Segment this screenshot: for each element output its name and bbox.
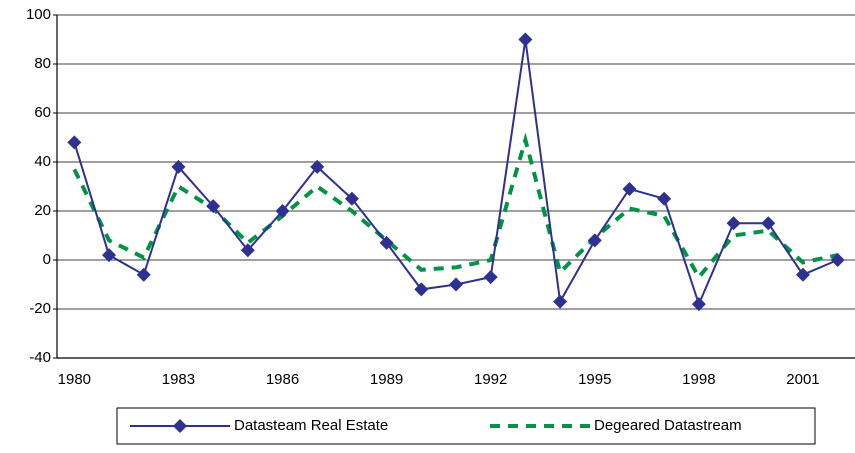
marker [102,248,117,263]
marker [830,253,845,267]
marker [449,277,463,292]
y-tick-label: 60 [34,104,51,121]
x-tick-label: 1980 [58,371,91,388]
marker [622,181,637,196]
x-tick-label: 1992 [474,371,507,388]
marker [240,243,255,258]
x-tick-label: 1989 [370,371,403,388]
y-tick-label: -20 [29,300,51,317]
x-tick-label: 1983 [162,371,195,388]
x-tick-label: 1995 [578,371,611,388]
series-line [72,132,839,281]
marker [171,159,186,174]
marker [795,267,810,282]
y-tick-label: -40 [29,349,51,366]
marker [587,233,602,248]
marker [553,294,568,309]
marker [691,297,706,312]
legend-label: Degeared Datastream [594,417,742,434]
marker [310,159,325,174]
legend-box [116,407,816,445]
y-tick-label: 40 [34,153,51,170]
legend-marker [173,419,187,433]
marker [657,191,672,206]
series-line [73,39,839,307]
y-tick-label: 0 [43,251,51,268]
marker [344,191,359,206]
marker [483,270,498,285]
y-tick-label: 100 [26,6,51,23]
x-tick-label: 2001 [786,371,819,388]
legend-label: Datasteam Real Estate [234,417,388,434]
marker [761,216,776,231]
marker [67,135,82,150]
marker [518,32,533,47]
marker [379,235,394,250]
y-tick-label: 80 [34,55,51,72]
marker [206,199,221,214]
x-tick-label: 1986 [266,371,299,388]
marker [414,282,429,297]
y-tick-label: 20 [34,202,51,219]
marker [136,267,151,282]
marker [275,204,290,218]
marker [726,216,741,231]
x-tick-label: 1998 [682,371,715,388]
